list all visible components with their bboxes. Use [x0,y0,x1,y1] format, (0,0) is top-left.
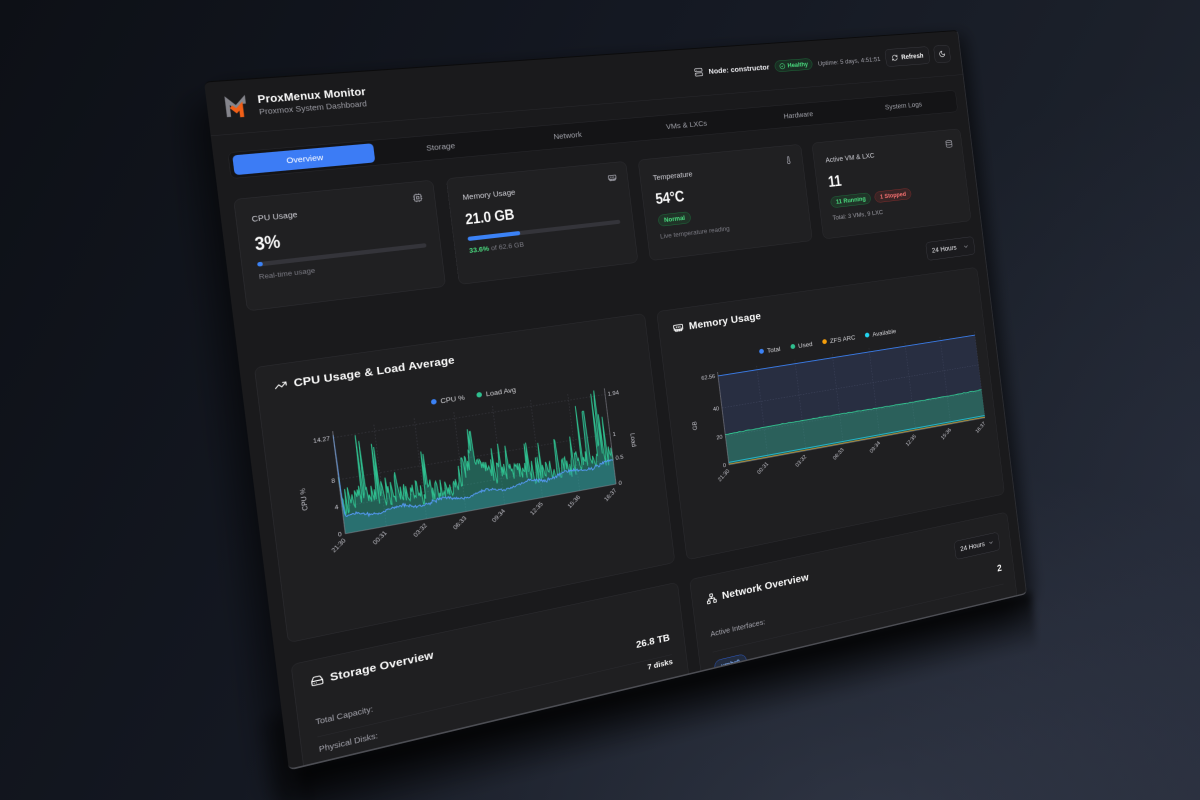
svg-text:12:35: 12:35 [905,434,917,448]
svg-text:GB: GB [691,421,699,431]
svg-text:1: 1 [612,432,616,438]
svg-text:0: 0 [338,531,343,538]
svg-text:12:35: 12:35 [529,501,544,516]
svg-text:40: 40 [713,406,720,413]
svg-text:CPU %: CPU % [298,487,310,511]
svg-text:21:30: 21:30 [331,538,348,554]
svg-text:14.27: 14.27 [313,436,331,445]
svg-text:00:31: 00:31 [756,461,769,475]
svg-text:16:37: 16:37 [975,421,987,434]
svg-text:16:37: 16:37 [604,488,619,503]
svg-text:03:32: 03:32 [413,523,429,539]
svg-text:00:31: 00:31 [372,530,389,546]
svg-text:15:36: 15:36 [940,427,952,441]
svg-text:0: 0 [723,463,727,469]
svg-text:09:34: 09:34 [491,508,507,524]
svg-text:15:36: 15:36 [567,494,582,509]
svg-text:Load: Load [629,432,638,447]
svg-text:0: 0 [618,480,622,486]
svg-text:09:34: 09:34 [869,440,882,454]
svg-text:4: 4 [334,504,339,511]
svg-text:21:30: 21:30 [717,468,731,483]
svg-text:0.5: 0.5 [615,454,624,461]
svg-text:8: 8 [331,478,336,485]
svg-text:1.94: 1.94 [607,390,619,398]
svg-text:06:33: 06:33 [832,447,845,461]
svg-text:62.56: 62.56 [701,374,716,382]
svg-text:06:33: 06:33 [452,515,468,531]
svg-text:20: 20 [716,434,723,441]
svg-text:03:32: 03:32 [795,454,808,468]
